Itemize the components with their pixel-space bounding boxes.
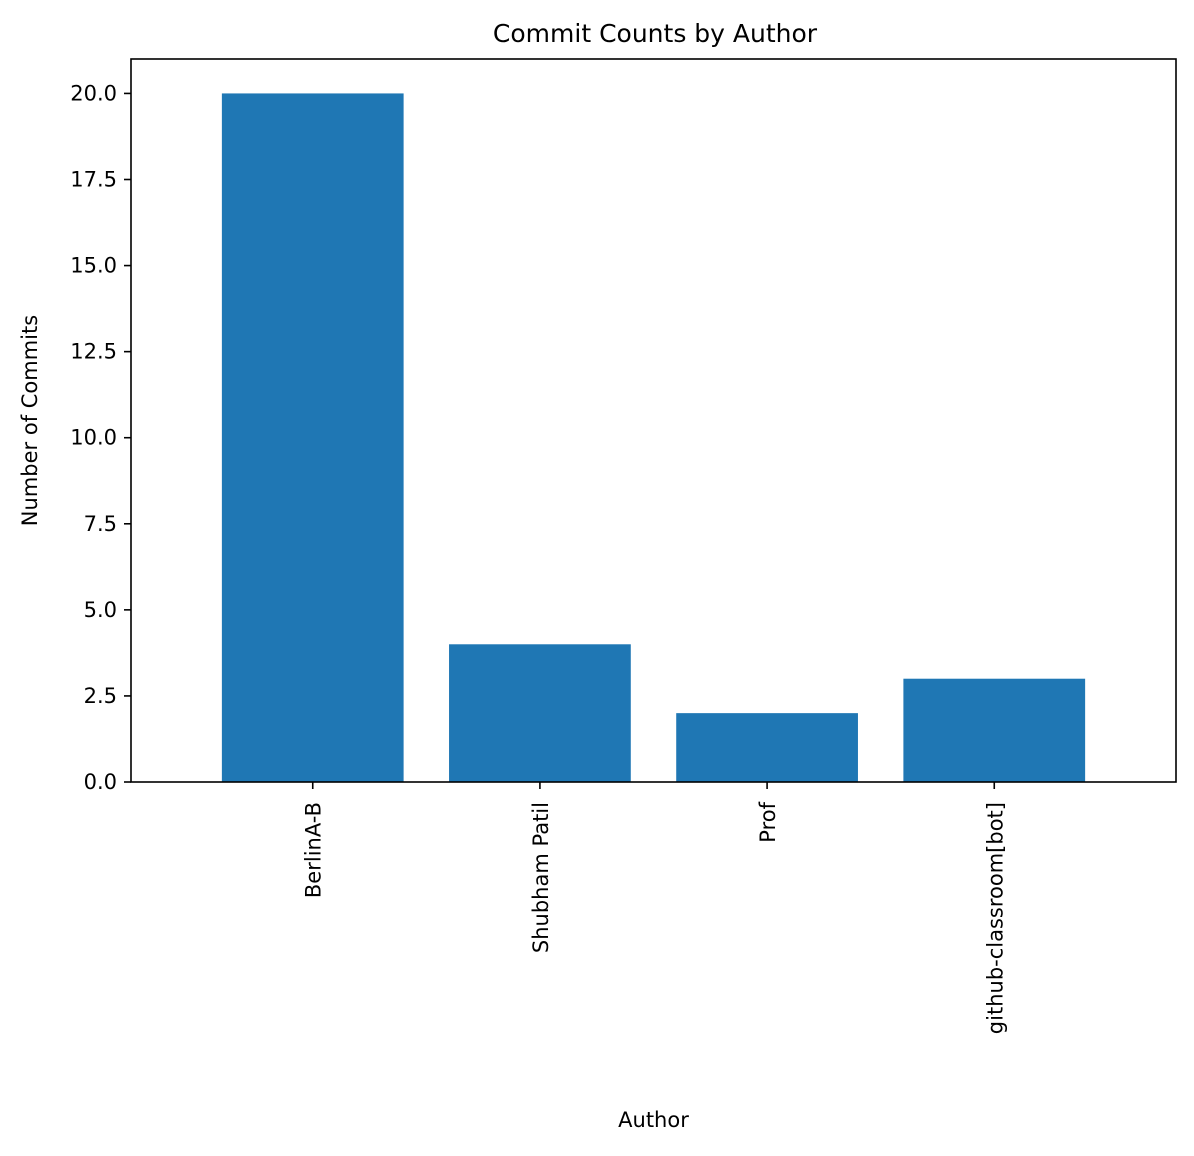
bar-0 bbox=[221, 93, 404, 782]
bar-2 bbox=[676, 713, 858, 782]
x-tick-label: BerlinA-B bbox=[302, 802, 326, 898]
bar-3 bbox=[903, 678, 1086, 782]
y-tick-label: 15.0 bbox=[70, 254, 117, 278]
y-axis-ticks: 0.0 2.5 5.0 7.5 10.0 12.5 15.0 17.5 20.0 bbox=[70, 81, 131, 794]
y-axis-label: Number of Commits bbox=[18, 315, 42, 526]
x-axis-ticks: BerlinA-B Shubham Patil Prof github-classro… bbox=[302, 782, 1007, 1034]
y-tick-label: 20.0 bbox=[70, 81, 117, 105]
y-tick-label: 12.5 bbox=[70, 340, 117, 364]
x-axis-label: Author bbox=[618, 1108, 689, 1132]
y-tick-label: 0.0 bbox=[84, 770, 117, 794]
y-tick-label: 7.5 bbox=[84, 512, 117, 536]
y-tick-label: 5.0 bbox=[84, 598, 117, 622]
x-tick-label: Shubham Patil bbox=[529, 802, 553, 953]
chart-title: Commit Counts by Author bbox=[493, 19, 818, 48]
bar-1 bbox=[449, 644, 631, 782]
y-tick-label: 17.5 bbox=[70, 168, 117, 192]
bars-group bbox=[221, 93, 1086, 782]
plot-area-frame bbox=[130, 58, 1177, 783]
x-tick-label: Prof bbox=[756, 801, 780, 842]
x-tick-label: github-classroom[bot] bbox=[983, 802, 1007, 1034]
y-tick-label: 2.5 bbox=[84, 684, 117, 708]
y-tick-label: 10.0 bbox=[70, 426, 117, 450]
